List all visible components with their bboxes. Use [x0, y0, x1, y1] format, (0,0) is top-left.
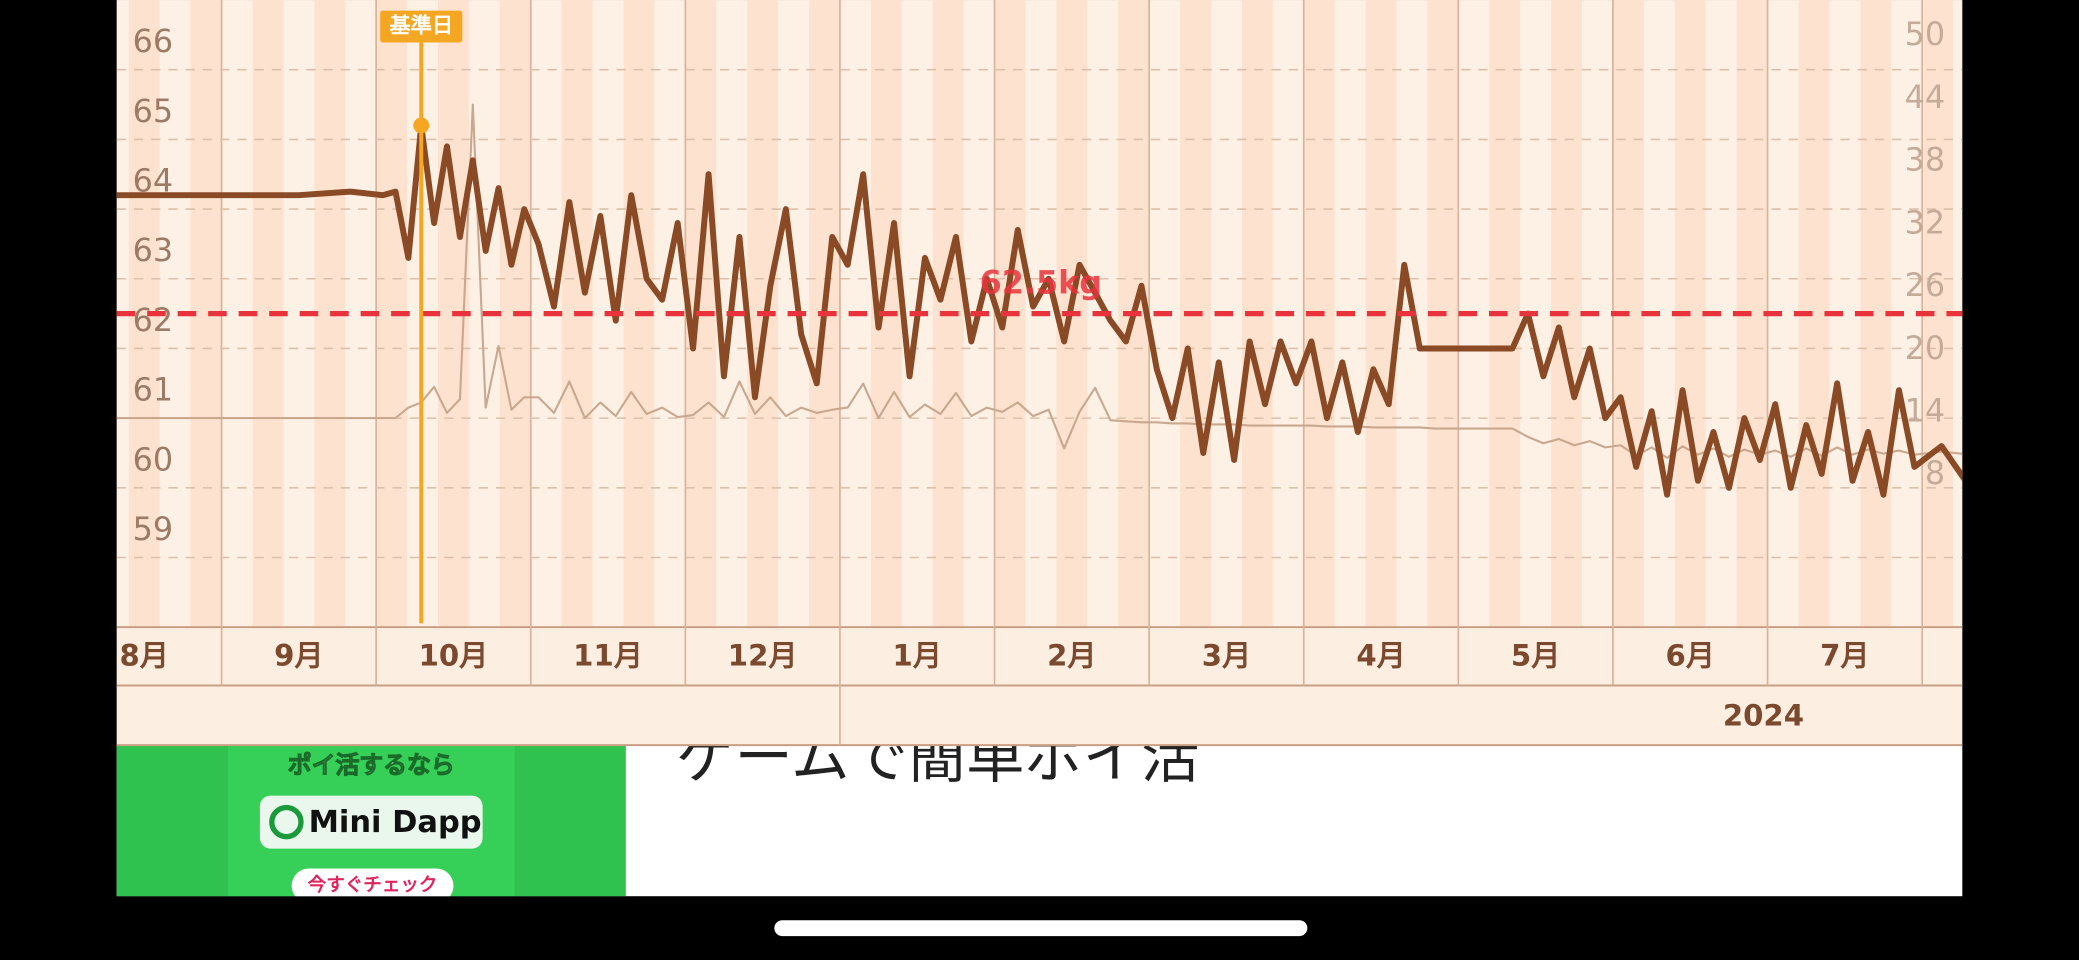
ad-button-label[interactable]: Mini Dapp: [309, 805, 482, 840]
reference-badge: [380, 10, 463, 43]
x-tick-label: 1月: [893, 639, 942, 673]
target-label: 62.5kg: [980, 263, 1102, 301]
ad-button[interactable]: [259, 795, 483, 849]
y-tick-label: 64: [133, 162, 173, 200]
x-tick-label: 5月: [1511, 639, 1560, 673]
y2-tick-label: 26: [1905, 266, 1945, 304]
y2-tick-label: 14: [1905, 392, 1945, 430]
y2-tick-label: 44: [1905, 78, 1945, 116]
x-tick-label: 8月: [120, 639, 169, 673]
x-tick-label: 12月: [728, 639, 798, 673]
y2-tick-label: 32: [1905, 203, 1945, 241]
overlay: 59 60 61 62 63 64 65 66 8 14 20 26 32 38 44 50 62.5kg 基準日: [116, 10, 1963, 624]
x-tick-label: 11月: [573, 639, 643, 673]
series-group: [116, 103, 1963, 498]
y-tick-label: 61: [133, 371, 173, 409]
y2-tick-label: 20: [1905, 329, 1945, 367]
y2-tick-label: 50: [1905, 15, 1945, 53]
y2-tick-label: 38: [1905, 141, 1945, 179]
y-tick-label: 59: [133, 510, 173, 548]
x-tick-label: 10月: [419, 639, 489, 673]
x-tick-label: 2月: [1047, 639, 1096, 673]
x-tick-label: 3月: [1202, 639, 1251, 673]
series-line: [116, 122, 1963, 498]
y-tick-label: 65: [133, 92, 173, 130]
year-label: 2024: [1723, 698, 1804, 732]
x-tick-label: 7月: [1820, 639, 1869, 673]
y-tick-label: 66: [133, 22, 173, 60]
y2-tick-label: 8: [1925, 454, 1945, 492]
home-indicator[interactable]: [774, 920, 1308, 937]
ad-headline: ポイ活するなら: [288, 751, 455, 779]
y-tick-label: 63: [133, 231, 173, 269]
reference-point: [413, 117, 430, 134]
x-tick-label: 9月: [274, 639, 323, 673]
ad-logo: [269, 804, 304, 840]
ad-cta[interactable]: [291, 868, 454, 903]
x-tick-label: 4月: [1356, 639, 1405, 673]
reference-label: 基準日: [389, 13, 453, 39]
y-tick-label: 62: [133, 301, 173, 339]
ad-cta-label[interactable]: 今すぐチェック: [308, 874, 438, 896]
x-tick-label: 6月: [1666, 639, 1715, 673]
y-tick-label: 60: [133, 440, 173, 478]
grid: 8月 9月 10月 11月 12月 1月 2月 3月 4月 5月 6月 7月: [116, 0, 1963, 746]
